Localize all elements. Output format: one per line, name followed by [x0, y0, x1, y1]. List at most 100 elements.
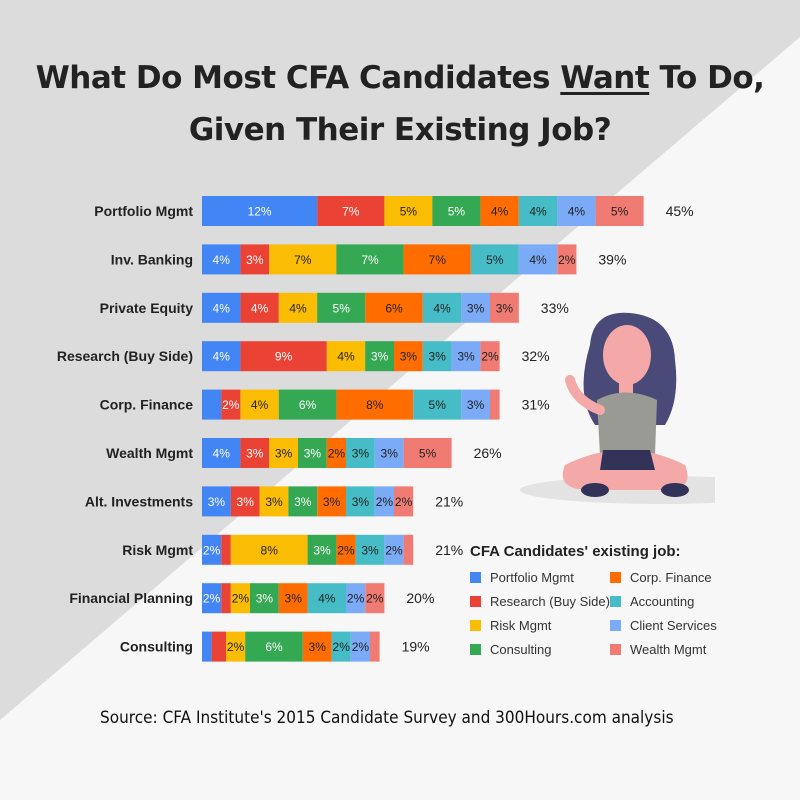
- category-label: Alt. Investments: [85, 493, 193, 509]
- legend-swatch: [610, 572, 621, 583]
- total-label: 21%: [435, 542, 463, 558]
- data-label: 4%: [433, 301, 451, 315]
- bar-segment: [365, 583, 385, 614]
- bar-segment: [346, 486, 375, 517]
- data-label: 7%: [342, 205, 360, 219]
- data-label: 3%: [371, 350, 389, 364]
- data-label: 3%: [457, 350, 475, 364]
- data-label: 3%: [313, 543, 331, 557]
- category-label: Research (Buy Side): [57, 348, 193, 364]
- bar-segment: [384, 534, 404, 565]
- bar-segment: [202, 341, 241, 372]
- data-label: 2%: [328, 447, 346, 461]
- page-title: What Do Most CFA Candidates Want To Do, G…: [35, 60, 765, 148]
- bar-segment: [422, 292, 462, 323]
- woman-illustration: [520, 312, 715, 504]
- data-label: 4%: [213, 350, 231, 364]
- data-label: 5%: [611, 205, 629, 219]
- data-label: 3%: [246, 447, 264, 461]
- bar-segment: [269, 438, 298, 468]
- bar-segment: [480, 196, 519, 226]
- data-label: 3%: [429, 350, 447, 364]
- category-label: Consulting: [120, 639, 193, 655]
- data-label: 3%: [237, 495, 255, 509]
- total-label: 19%: [402, 639, 430, 655]
- bar-segment: [355, 534, 385, 565]
- total-label: 45%: [666, 203, 694, 219]
- data-label: 2%: [366, 592, 384, 606]
- bar-segment: [518, 244, 558, 275]
- data-label: 4%: [213, 447, 231, 461]
- data-label: 12%: [248, 205, 272, 219]
- bar-segment: [278, 292, 318, 323]
- bar-segment: [259, 486, 289, 517]
- bar-segment: [336, 244, 404, 275]
- legend-label: Portfolio Mgmt: [490, 570, 574, 585]
- data-label: 2%: [376, 495, 394, 509]
- bar-segment: [307, 534, 337, 565]
- data-label: 3%: [361, 543, 379, 557]
- data-label: 4%: [529, 205, 547, 219]
- bar-segment: [557, 244, 577, 275]
- bar-segment: [461, 389, 490, 420]
- total-label: 26%: [474, 445, 502, 461]
- data-label: 4%: [337, 350, 355, 364]
- bar-segment: [240, 438, 270, 468]
- bar-segment: [202, 486, 231, 517]
- total-label: 21%: [435, 493, 463, 509]
- bar-segment: [202, 534, 222, 565]
- data-label: 5%: [333, 301, 351, 315]
- data-label: 4%: [213, 301, 231, 315]
- legend-item: Wealth Mgmt: [610, 642, 770, 657]
- legend-label: Client Services: [630, 618, 717, 633]
- data-label: 2%: [352, 640, 370, 654]
- category-label: Financial Planning: [69, 590, 193, 606]
- bar-segment: [403, 534, 414, 565]
- legend-title: CFA Candidates' existing job:: [470, 543, 681, 560]
- data-label: 3%: [467, 301, 485, 315]
- bar-segment: [394, 341, 423, 372]
- bar-segment: [269, 244, 337, 275]
- bar-segment: [230, 583, 250, 614]
- data-label: 4%: [318, 592, 336, 606]
- bar-segment: [374, 438, 404, 468]
- bar-segment: [451, 341, 481, 372]
- data-label: 8%: [366, 398, 384, 412]
- legend-label: Corp. Finance: [630, 570, 712, 585]
- total-label: 33%: [541, 300, 569, 316]
- data-label: 3%: [323, 495, 341, 509]
- data-label: 6%: [299, 398, 317, 412]
- bar-segment: [432, 196, 481, 226]
- data-label: 3%: [400, 350, 418, 364]
- bar-segment: [278, 389, 337, 420]
- data-label: 4%: [289, 301, 307, 315]
- bar-segment: [221, 583, 231, 614]
- legend-label: Consulting: [490, 642, 552, 657]
- legend-swatch: [470, 596, 481, 607]
- bar-segment: [461, 292, 490, 323]
- legend-item: Accounting: [610, 594, 770, 609]
- bar-segment: [365, 341, 394, 372]
- legend-item: Corp. Finance: [610, 570, 770, 585]
- bar-segment: [202, 438, 241, 468]
- bar-segment: [480, 341, 500, 372]
- bar-segment: [350, 631, 370, 662]
- legend-item: Consulting: [470, 642, 610, 657]
- bar-segment: [403, 438, 452, 468]
- bar-segment: [403, 244, 471, 275]
- total-label: 31%: [522, 397, 550, 413]
- data-label: 2%: [203, 592, 221, 606]
- data-label: 8%: [261, 543, 279, 557]
- data-label: 6%: [265, 640, 283, 654]
- legend-item: Portfolio Mgmt: [470, 570, 610, 585]
- bar-segment: [202, 196, 318, 226]
- data-label: 3%: [352, 495, 370, 509]
- data-label: 3%: [256, 592, 274, 606]
- bar-segment: [250, 583, 279, 614]
- legend-item: Client Services: [610, 618, 770, 633]
- data-label: 3%: [467, 398, 485, 412]
- data-label: 3%: [309, 640, 327, 654]
- bar-segment: [490, 292, 519, 323]
- data-label: 3%: [208, 495, 226, 509]
